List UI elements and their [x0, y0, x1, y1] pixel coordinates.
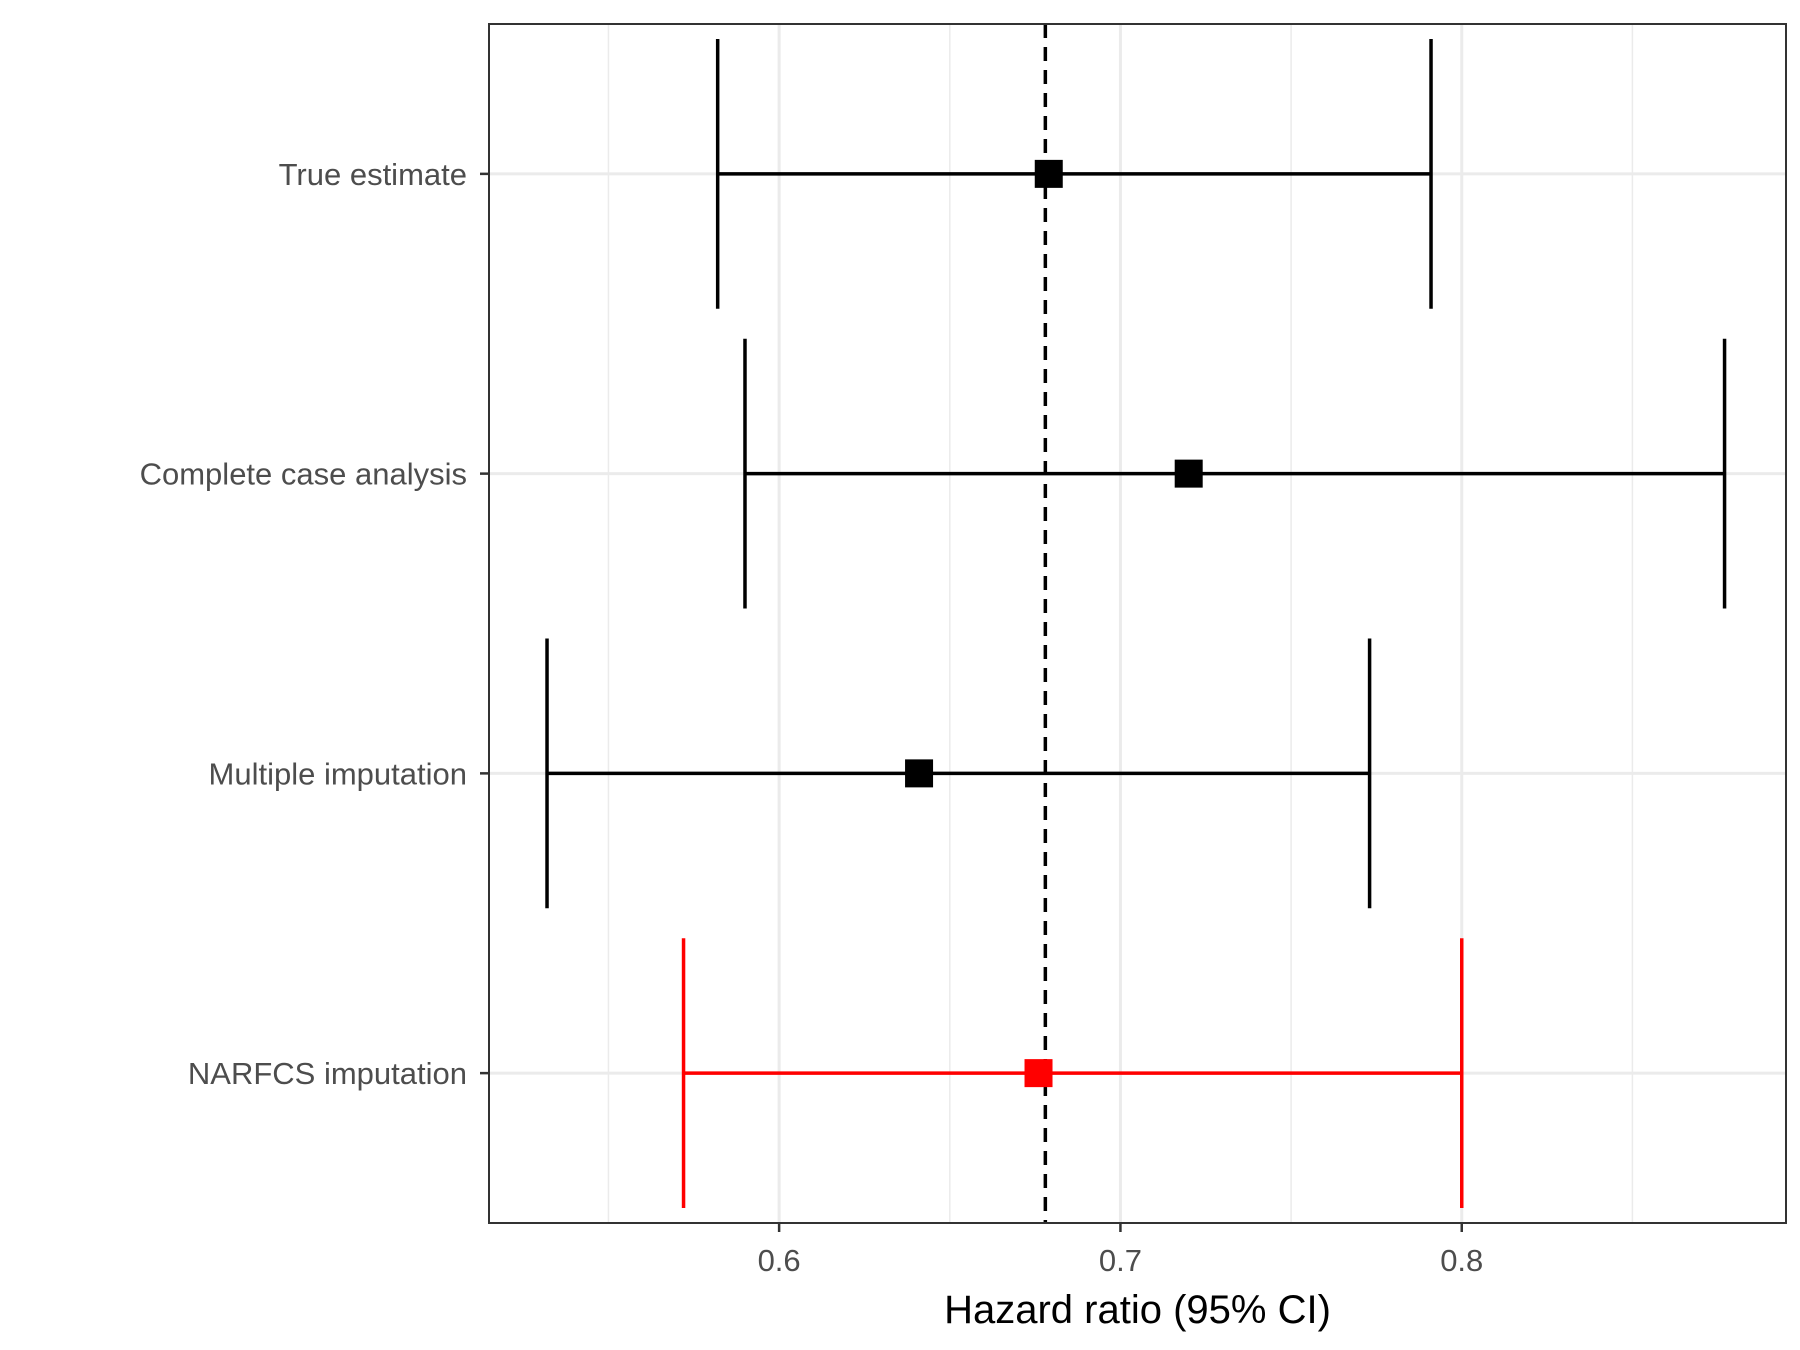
y-tick-label: True estimate: [279, 157, 467, 192]
y-tick-label: Multiple imputation: [209, 756, 467, 791]
point-estimate: [1034, 159, 1063, 188]
panel-border: [488, 23, 1787, 1224]
x-tick-label: 0.8: [1440, 1243, 1483, 1278]
y-tick-label: NARFCS imputation: [188, 1056, 467, 1091]
x-tick-label: 0.6: [758, 1243, 801, 1278]
estimate-row: [715, 38, 1433, 309]
estimate-row: [545, 638, 1372, 909]
point-estimate: [1174, 459, 1203, 488]
x-tick-label: 0.7: [1099, 1243, 1142, 1278]
y-tick-label: Complete case analysis: [140, 457, 467, 492]
estimates-group: [545, 38, 1727, 1209]
axes: True estimate Complete case analysis Multi…: [140, 157, 1484, 1278]
x-axis-title: Hazard ratio (95% CI): [944, 1288, 1331, 1332]
estimate-row: [681, 938, 1464, 1209]
point-estimate: [905, 759, 934, 788]
estimate-row: [743, 338, 1727, 609]
point-estimate: [1024, 1059, 1053, 1088]
